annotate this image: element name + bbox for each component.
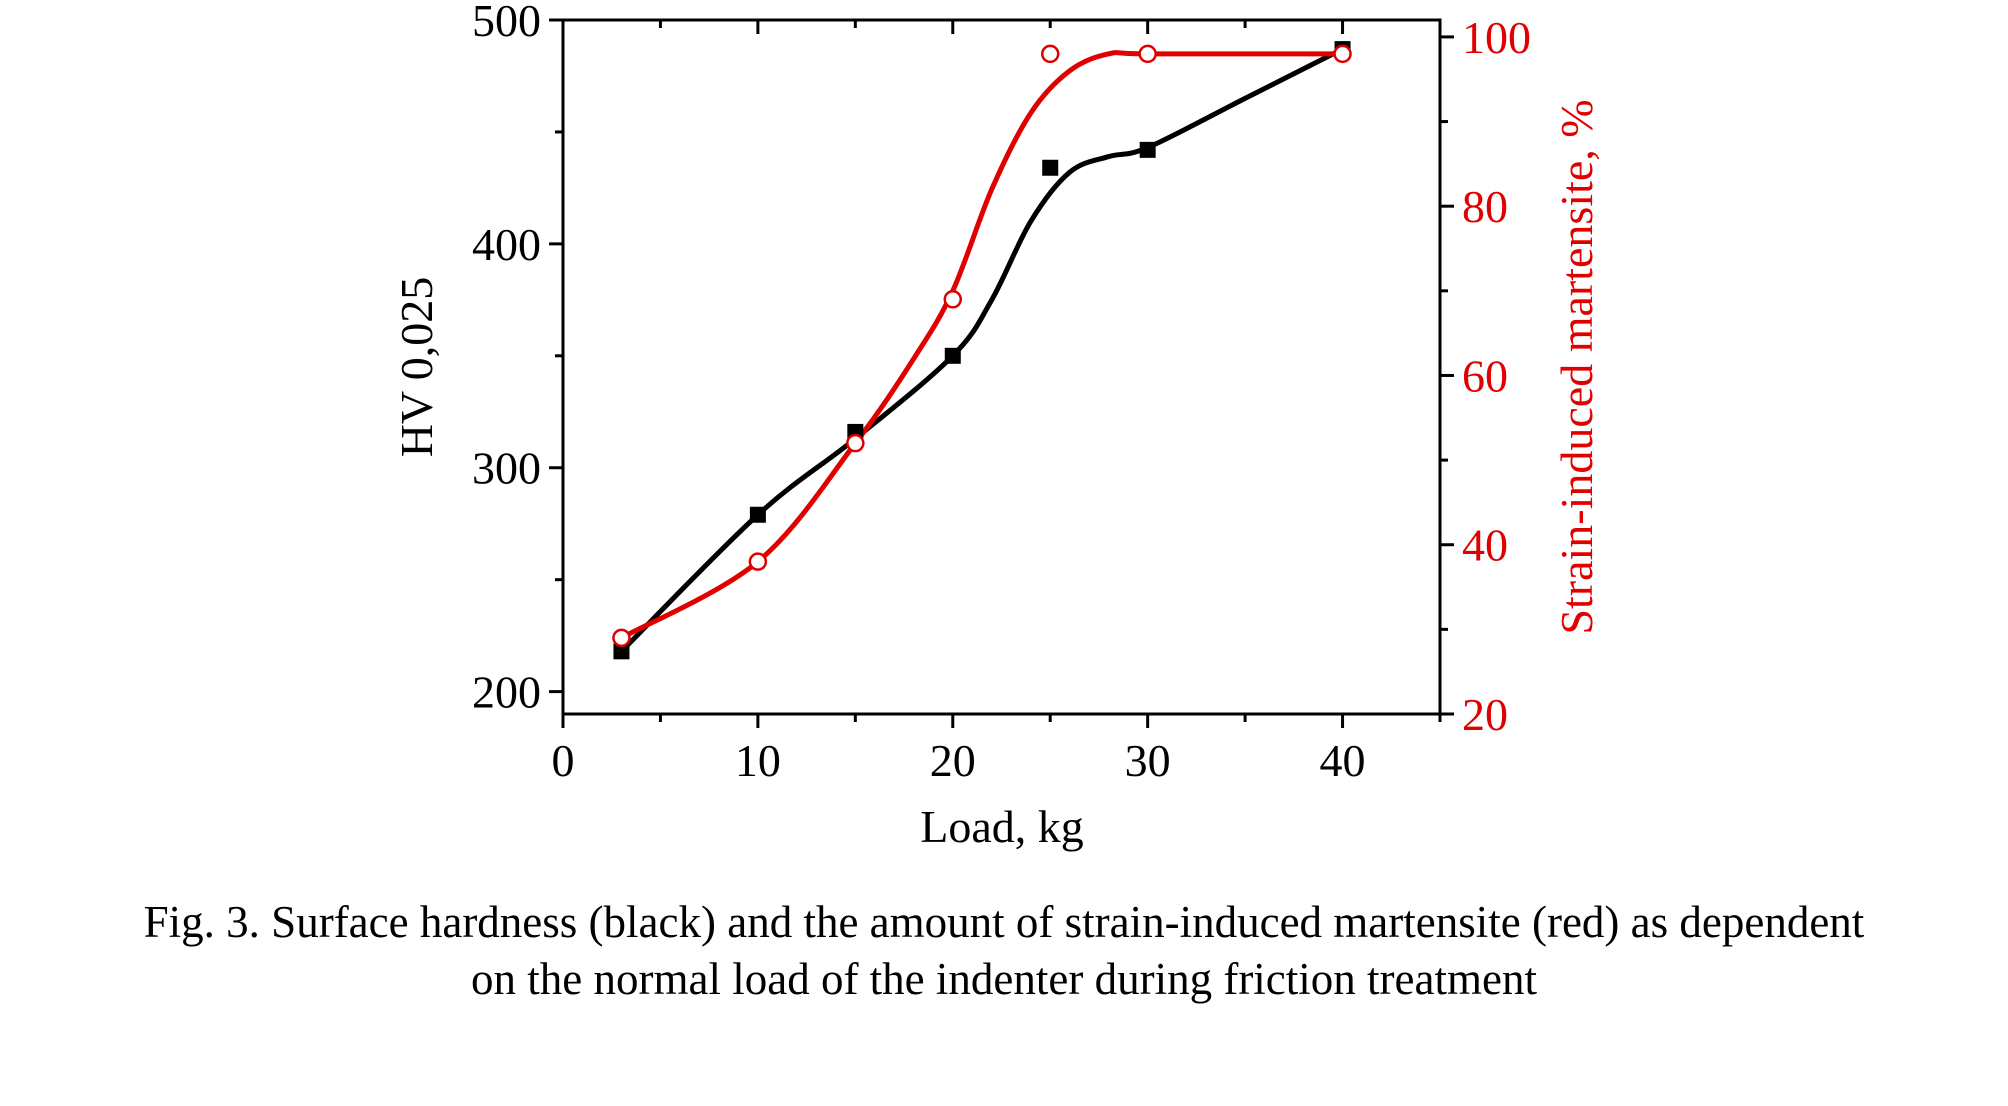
x-tick-label: 10 — [735, 735, 781, 786]
axes-layer: 0 10 20 30 40 200 300 400 500 20 40 60 80 100 — [472, 0, 1531, 786]
series-2-fit-line — [618, 50, 1346, 641]
series-2-point — [846, 433, 865, 453]
figure-caption-line-1: Fig. 3. Surface hardness (black) and the… — [143, 897, 1865, 947]
x-tick-label: 0 — [552, 735, 575, 786]
y-axis-left-label: HV 0,025 — [391, 277, 442, 458]
y-right-tick-label: 60 — [1462, 350, 1508, 401]
x-tick-label: 30 — [1125, 735, 1171, 786]
series-1-point — [1042, 159, 1059, 176]
x-tick-label: 20 — [930, 735, 976, 786]
series-2-point — [1040, 44, 1060, 64]
y-left-tick-label: 200 — [472, 667, 541, 718]
series-2-point — [1138, 44, 1157, 64]
chart: 0 10 20 30 40 200 300 400 500 20 40 60 80 100 Load, k… — [391, 0, 1602, 852]
series-1-fit-line — [618, 46, 1346, 654]
y-left-tick-label: 400 — [472, 219, 541, 270]
series-1-point — [1139, 141, 1156, 158]
x-tick-label: 40 — [1320, 735, 1366, 786]
y-right-tick-label: 100 — [1462, 12, 1531, 63]
series-2-point — [612, 628, 631, 648]
series-2-point — [943, 290, 963, 309]
markers-layer — [612, 41, 1352, 660]
series-1-point — [749, 506, 766, 523]
y-right-tick-label: 40 — [1462, 520, 1508, 571]
y-axis-right-label: Strain-induced martensite, % — [1551, 99, 1602, 634]
series-1-point — [613, 643, 630, 660]
y-left-tick-label: 300 — [472, 443, 541, 494]
y-right-tick-label: 20 — [1462, 689, 1508, 740]
curves-layer — [618, 46, 1346, 654]
y-right-tick-label: 80 — [1462, 181, 1508, 232]
series-2-point — [1333, 44, 1352, 64]
figure-caption-line-2: on the normal load of the indenter durin… — [471, 954, 1537, 1004]
y-left-tick-label: 500 — [472, 0, 541, 46]
series-1-point — [944, 347, 961, 364]
series-2-point — [748, 552, 768, 571]
plot-frame — [561, 18, 1442, 716]
x-axis-label: Load, kg — [920, 801, 1084, 852]
